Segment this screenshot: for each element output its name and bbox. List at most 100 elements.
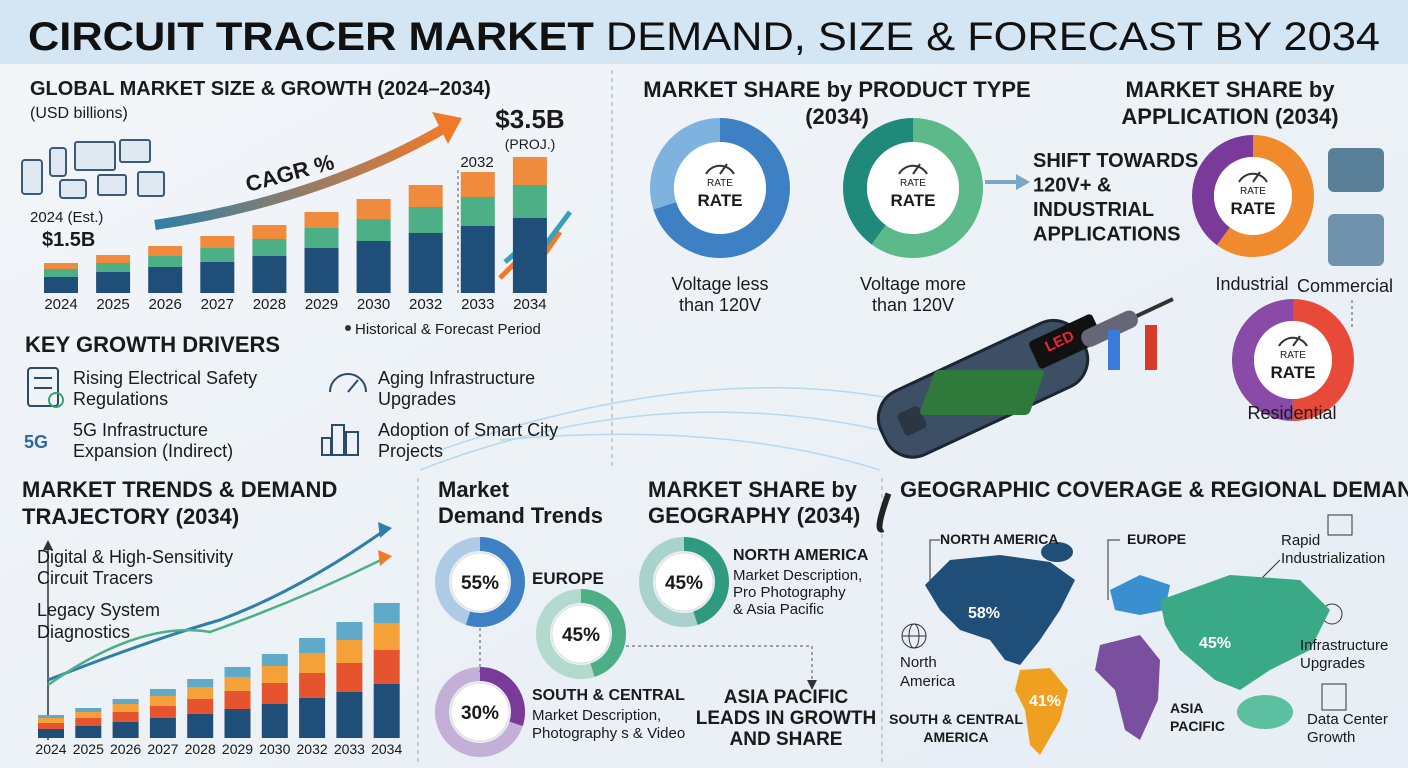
bar-segment	[261, 654, 288, 666]
bar-segment	[187, 679, 214, 687]
section-title: Market	[438, 477, 510, 502]
map-region	[1160, 575, 1330, 690]
x-tick-label: 2029	[222, 741, 253, 757]
trend-axis-head	[43, 540, 53, 550]
section-title: MARKET SHARE by PRODUCT TYPE	[643, 77, 1030, 102]
x-tick-label: 2033	[334, 741, 365, 757]
label: SOUTH & CENTRAL	[889, 711, 1023, 727]
label: Voltage less	[671, 274, 768, 294]
label: Expansion (Indirect)	[73, 441, 233, 461]
label: Rapid	[1281, 532, 1320, 549]
europe-region	[1110, 575, 1170, 615]
bar-segment	[44, 263, 78, 269]
bar-segment	[460, 197, 495, 226]
label: EUROPE	[532, 569, 604, 588]
bar-segment	[112, 722, 139, 738]
bar-segment	[149, 706, 176, 718]
label: Regulations	[73, 389, 168, 409]
x-tick-label: 2029	[305, 296, 338, 313]
gauge-label: RATE	[707, 178, 733, 189]
bar-segment	[224, 709, 251, 738]
bar-segment	[75, 718, 102, 726]
bar-segment	[148, 267, 183, 293]
bar-segment	[299, 638, 326, 653]
label: AND SHARE	[730, 729, 843, 750]
bar-segment	[187, 714, 214, 738]
label: Projects	[378, 441, 443, 461]
bar-segment	[356, 241, 391, 293]
page-title: CIRCUIT TRACER MARKET DEMAND, SIZE & FOR…	[28, 15, 1380, 59]
label: than 120V	[872, 295, 954, 315]
donut-hole	[674, 142, 766, 234]
bar-segment	[38, 729, 64, 738]
label: Diagnostics	[37, 622, 130, 642]
label: America	[900, 673, 956, 690]
label: Market Description,	[532, 707, 661, 724]
x-tick-label: 2033	[461, 296, 494, 313]
label: & Asia Pacific	[733, 601, 824, 618]
label: Residential	[1247, 403, 1336, 423]
label: (PROJ.)	[505, 136, 556, 152]
label: 5G	[24, 432, 48, 452]
bar-segment	[261, 704, 288, 738]
curve-head	[378, 522, 392, 538]
section-title: TRAJECTORY (2034)	[22, 504, 239, 529]
x-tick-label: 2032	[409, 296, 442, 313]
value-label: 45%	[665, 573, 703, 594]
bar-segment	[224, 667, 251, 677]
bar-segment	[187, 687, 214, 699]
x-tick-label: 2027	[201, 296, 234, 313]
map-region	[1015, 668, 1068, 755]
label: APPLICATIONS	[1033, 224, 1180, 246]
photo-commercial	[1328, 214, 1384, 266]
section-title: MARKET SHARE by	[1125, 77, 1335, 102]
donut-segment	[1232, 299, 1354, 421]
gauge-label: RATE	[1240, 186, 1266, 197]
growth-arrow	[154, 123, 448, 230]
section-title: GLOBAL MARKET SIZE & GROWTH (2024–2034)	[30, 78, 491, 100]
section-title: MARKET TRENDS & DEMAND	[22, 477, 337, 502]
bar-segment	[408, 233, 443, 293]
bar-segment	[112, 712, 139, 722]
value-label: 41%	[1029, 693, 1061, 710]
bar-segment	[200, 248, 235, 262]
label: Pro Photography	[733, 584, 846, 601]
bar-segment	[373, 684, 400, 738]
driver-icons	[27, 367, 367, 456]
label: Digital & High-Sensitivity	[37, 547, 233, 567]
label: Adoption of Smart City	[378, 420, 558, 440]
bar-segment	[304, 248, 339, 293]
donut-arc	[435, 667, 525, 757]
label: SOUTH & CENTRAL	[532, 687, 685, 704]
bar-segment	[96, 263, 131, 272]
bar-segment	[408, 185, 443, 207]
x-tick-label: 2024	[35, 741, 66, 757]
label: LEADS IN GROWTH	[696, 708, 877, 729]
bar-segment	[187, 699, 214, 714]
connectors	[479, 622, 813, 682]
label: Photography s & Video	[532, 725, 685, 742]
section-title: MARKET SHARE by	[648, 477, 858, 502]
donut-segment	[650, 118, 790, 258]
label: Voltage more	[860, 274, 966, 294]
bar-segment	[299, 653, 326, 673]
bar-segment	[460, 226, 495, 293]
bar-segment	[38, 723, 64, 729]
trend-curve	[47, 556, 386, 687]
section-title: APPLICATION (2034)	[1121, 104, 1338, 129]
label: Upgrades	[1300, 655, 1365, 672]
bar-segment	[261, 683, 288, 704]
gauge-icon	[1278, 336, 1308, 347]
gauge-label: RATE	[1280, 350, 1306, 361]
device-icons	[21, 139, 165, 199]
label: Commercial	[1297, 276, 1393, 296]
label: Growth	[1307, 729, 1355, 746]
bar-segment	[373, 650, 400, 684]
greenland	[1041, 542, 1073, 562]
section-title: (2034)	[805, 104, 869, 129]
section-title: GEOGRAPHIC COVERAGE & REGIONAL DEMAND	[900, 477, 1408, 502]
x-tick-label: 2025	[73, 741, 104, 757]
bar-segment	[336, 622, 363, 640]
bar-segment	[512, 218, 547, 293]
